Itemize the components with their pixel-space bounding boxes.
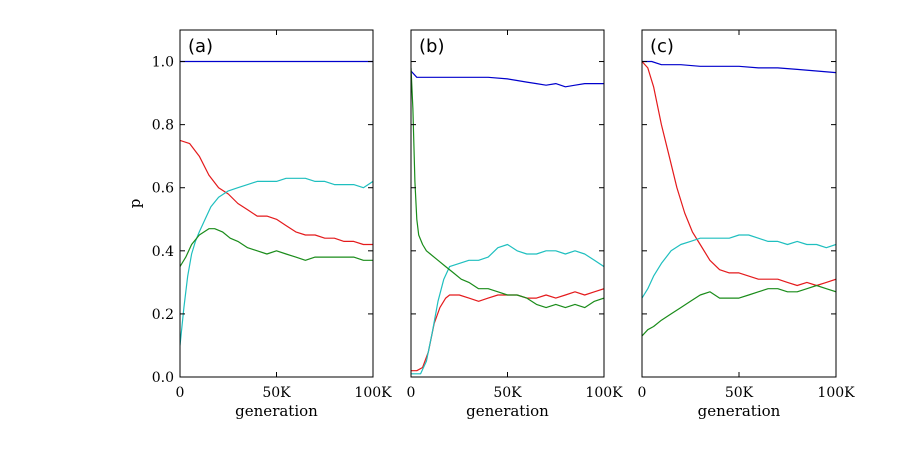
panel-a: 0.0 0.2 0.4 0.6 0.8 1.0 0 50K 100K (a) generation p [126, 29, 392, 420]
series-group [411, 67, 604, 375]
x-axis-label: generation [466, 402, 549, 420]
x-tick-label: 100K [585, 385, 623, 401]
y-tick-label: 0.4 [152, 244, 174, 260]
y-tick-label: 1.0 [152, 55, 174, 71]
series-line-green [642, 284, 836, 337]
x-tick-label: 50K [493, 385, 522, 401]
panel-label: (a) [188, 36, 213, 57]
series-line-red [411, 288, 604, 372]
panel-c: 0 50K 100K (c) generation [638, 29, 855, 420]
plot-frame [410, 29, 605, 378]
panel-label: (b) [419, 36, 444, 57]
x-axis-label: generation [235, 402, 318, 420]
series-line-cyan [411, 243, 604, 375]
panel-label: (c) [650, 36, 674, 57]
y-tick-label: 0.0 [152, 370, 174, 386]
y-tick-label: 0.2 [152, 307, 174, 323]
series-line-red [642, 61, 836, 287]
x-tick-label: 0 [638, 385, 647, 401]
panel-b: 0 50K 100K (b) generation [407, 29, 623, 420]
y-tick-label: 0.6 [152, 181, 174, 197]
series-line-blue [411, 70, 604, 88]
series-group [642, 60, 836, 337]
x-tick-label: 50K [262, 385, 291, 401]
series-group [180, 60, 373, 346]
x-tick-label: 100K [354, 385, 392, 401]
x-axis-label: generation [698, 402, 781, 420]
series-line-green [180, 228, 373, 267]
plot-frame [641, 29, 837, 378]
y-tick-label: 0.8 [152, 118, 174, 134]
plot-frame [179, 29, 374, 378]
series-line-red [180, 139, 373, 246]
x-tick-label: 0 [407, 385, 416, 401]
x-tick-label: 100K [817, 385, 855, 401]
series-line-blue [642, 60, 836, 74]
series-line-cyan [642, 234, 836, 299]
x-tick-label: 50K [725, 385, 754, 401]
y-axis-label: p [126, 199, 144, 209]
x-tick-label: 0 [176, 385, 185, 401]
series-line-cyan [180, 177, 373, 346]
series-line-green [411, 67, 604, 309]
